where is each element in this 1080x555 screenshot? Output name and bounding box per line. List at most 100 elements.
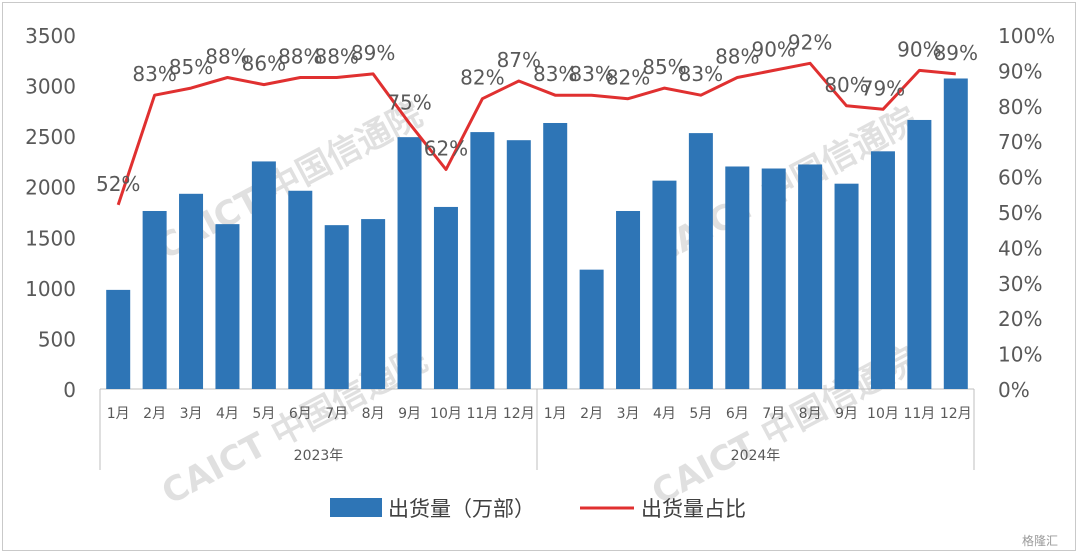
- y-right-tick-label: 0%: [998, 378, 1030, 402]
- x-tick-label: 12月: [503, 406, 535, 422]
- y-left-tick-label: 3500: [25, 24, 76, 48]
- line-series-share: [116, 61, 956, 206]
- data-label: 89%: [351, 41, 395, 65]
- y-right-tick-label: 100%: [998, 24, 1055, 48]
- x-tick-label: 6月: [726, 406, 749, 422]
- bar: [834, 183, 859, 389]
- data-label: 62%: [424, 137, 468, 161]
- bar: [652, 180, 677, 389]
- x-tick-label: 7月: [325, 406, 348, 422]
- x-tick-label: 11月: [903, 406, 935, 422]
- y-left-tick-label: 0: [63, 378, 76, 402]
- data-label: 90%: [751, 37, 795, 61]
- axes: 0 500 1000 1500 2000 2500 3000 3500 0% 10% 20% 30% 4…: [25, 24, 1055, 470]
- bar: [106, 289, 131, 389]
- data-label: 79%: [861, 76, 905, 100]
- x-tick-label: 2月: [143, 406, 166, 422]
- data-label: 83%: [132, 62, 176, 86]
- bar: [543, 122, 568, 389]
- bar: [907, 119, 932, 390]
- legend-bar-swatch: [330, 498, 382, 517]
- bar: [142, 210, 167, 389]
- y-right-tick-label: 80%: [998, 95, 1042, 119]
- data-label: 75%: [387, 91, 431, 115]
- x-tick-label: 9月: [835, 406, 858, 422]
- bar: [397, 137, 422, 389]
- y-left-tick-label: 3000: [25, 75, 76, 99]
- bar: [215, 224, 240, 389]
- bar: [725, 166, 750, 389]
- data-label: 85%: [642, 55, 686, 79]
- x-tick-label: 3月: [180, 406, 203, 422]
- year-group-label: 2023年: [294, 448, 344, 464]
- y-left-tick-label: 1500: [25, 226, 76, 250]
- y-left-tick-label: 2500: [25, 125, 76, 149]
- legend: 出货量（万部） 出货量占比: [330, 497, 746, 521]
- data-labels: 52%83%85%88%86%88%88%89%75%62%82%87%83%8…: [96, 30, 978, 196]
- x-tick-label: 10月: [867, 406, 899, 422]
- x-tick-label: 5月: [689, 406, 712, 422]
- data-label: 80%: [824, 73, 868, 97]
- x-tick-label: 4月: [216, 406, 239, 422]
- y-right-tick-label: 60%: [998, 166, 1042, 190]
- bar: [433, 206, 458, 389]
- share-line: [116, 61, 956, 206]
- bar: [506, 140, 531, 389]
- y-left-tick-label: 500: [38, 327, 76, 351]
- legend-line-label: 出货量占比: [641, 497, 746, 521]
- bar: [470, 132, 495, 389]
- legend-bar-label: 出货量（万部）: [388, 497, 535, 521]
- y-right-tick-label: 40%: [998, 236, 1042, 260]
- x-tick-label: 5月: [252, 406, 275, 422]
- bar: [251, 161, 276, 389]
- x-tick-label: 2月: [580, 406, 603, 422]
- data-label: 88%: [278, 44, 322, 68]
- data-label: 88%: [314, 44, 358, 68]
- bar: [361, 219, 386, 389]
- y-left-tick-label: 1000: [25, 277, 76, 301]
- x-tick-label: 9月: [398, 406, 421, 422]
- year-group-label: 2024年: [731, 448, 781, 464]
- y-right-tick-label: 70%: [998, 130, 1042, 154]
- x-tick-label: 10月: [430, 406, 462, 422]
- data-label: 88%: [715, 44, 759, 68]
- bar: [870, 151, 895, 389]
- bar: [288, 190, 313, 389]
- bar-series-shipments: [106, 78, 968, 390]
- bar: [943, 78, 968, 390]
- x-tick-label: 8月: [362, 406, 385, 422]
- bar: [761, 168, 786, 389]
- y-right-tick-label: 10%: [998, 343, 1042, 367]
- data-label: 90%: [897, 37, 941, 61]
- y-right-tick-label: 20%: [998, 307, 1042, 331]
- bar: [688, 133, 713, 389]
- data-label: 83%: [533, 62, 577, 86]
- bar: [616, 210, 641, 389]
- x-tick-label: 4月: [653, 406, 676, 422]
- y-right-tick-label: 50%: [998, 201, 1042, 225]
- data-label: 85%: [169, 55, 213, 79]
- data-label: 87%: [497, 48, 541, 72]
- bar: [179, 193, 204, 389]
- data-label: 83%: [679, 62, 723, 86]
- x-tick-label: 6月: [289, 406, 312, 422]
- x-tick-label: 8月: [799, 406, 822, 422]
- bar: [324, 225, 349, 389]
- bar: [579, 269, 604, 389]
- data-label: 92%: [788, 30, 832, 54]
- x-tick-label: 12月: [940, 406, 972, 422]
- data-label: 83%: [569, 62, 613, 86]
- bar: [798, 164, 823, 389]
- x-tick-label: 1月: [544, 406, 567, 422]
- data-label: 86%: [242, 52, 286, 76]
- data-label: 89%: [934, 41, 978, 65]
- brand-mark: 格隆汇: [1022, 533, 1058, 548]
- data-label: 52%: [96, 172, 140, 196]
- x-tick-label: 1月: [107, 406, 130, 422]
- y-right-tick-label: 30%: [998, 272, 1042, 296]
- x-tick-label: 7月: [762, 406, 785, 422]
- y-left-tick-label: 2000: [25, 176, 76, 200]
- x-tick-label: 3月: [617, 406, 640, 422]
- y-right-tick-label: 90%: [998, 59, 1042, 83]
